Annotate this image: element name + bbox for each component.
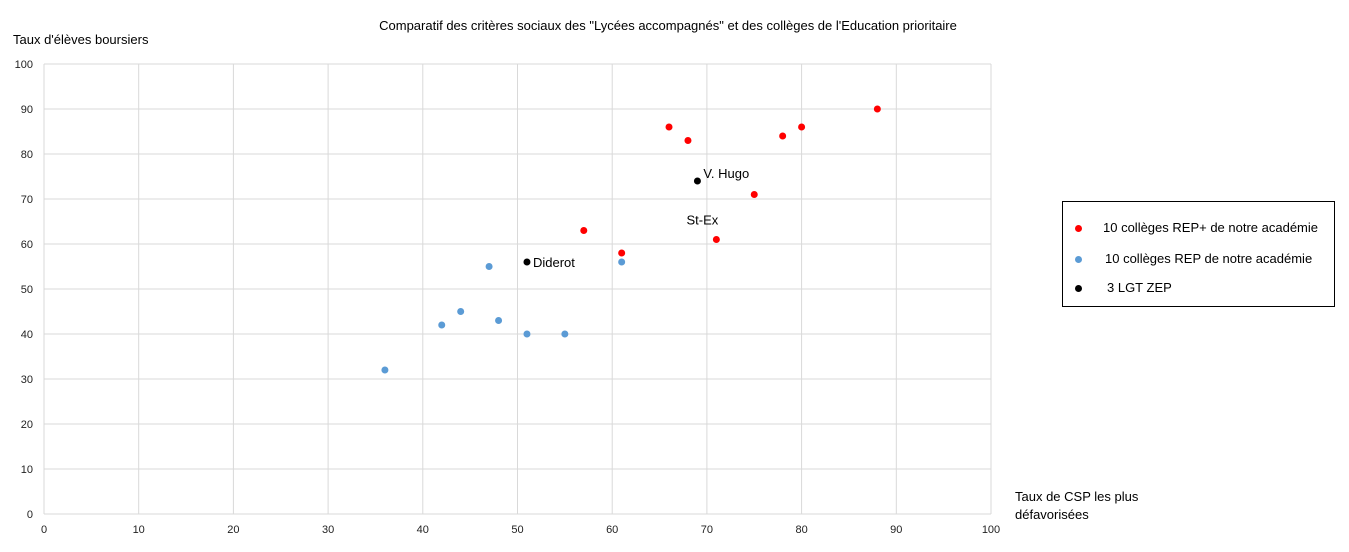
x-axis-label-line-1: Taux de CSP les plus (1015, 489, 1139, 504)
y-tick-label: 70 (21, 194, 33, 206)
legend-label-rep-plus: 10 collèges REP+ de notre académie (1103, 220, 1318, 235)
data-point-series-2 (523, 258, 531, 266)
y-tick-label: 90 (21, 104, 33, 116)
data-point-series-0 (618, 249, 626, 257)
legend-marker-rep (1075, 256, 1082, 263)
data-point-series-0 (750, 191, 758, 198)
data-points (381, 105, 881, 374)
data-point-series-2 (693, 177, 701, 185)
x-tick-label: 70 (701, 524, 713, 536)
data-point-series-0 (580, 227, 588, 234)
x-tick-label: 30 (322, 524, 334, 536)
point-annotation: St-Ex (686, 213, 718, 228)
grid (43, 63, 992, 515)
data-point-series-0 (873, 105, 881, 113)
data-point-series-0 (779, 132, 787, 140)
y-tick-label: 40 (21, 329, 33, 341)
x-tick-label: 100 (982, 524, 1000, 536)
y-tick-label: 100 (15, 59, 33, 71)
legend-marker-lgt-zep (1075, 285, 1082, 292)
x-tick-label: 0 (41, 524, 47, 536)
x-tick-label: 20 (227, 524, 239, 536)
annotations: V. Hugo Diderot St-Ex (533, 166, 749, 270)
y-tick-label: 50 (21, 284, 33, 296)
data-point-series-1 (618, 258, 626, 266)
y-axis-label: Taux d'élèves boursiers (13, 32, 149, 47)
y-tick-label: 60 (21, 239, 33, 251)
x-tick-label: 50 (511, 524, 523, 536)
data-point-series-0 (684, 137, 692, 144)
data-point-series-0 (798, 123, 806, 131)
y-tick-label: 10 (21, 464, 33, 476)
data-point-series-1 (485, 263, 493, 270)
data-point-series-1 (438, 321, 446, 329)
legend: 10 collèges REP+ de notre académie 10 co… (1062, 201, 1335, 307)
data-point-series-1 (495, 317, 503, 324)
data-point-series-1 (523, 330, 531, 338)
x-axis-label-line-2: défavorisées (1015, 507, 1089, 522)
x-tick-label: 60 (606, 524, 618, 536)
legend-marker-rep-plus (1075, 225, 1082, 232)
data-point-series-1 (561, 330, 569, 338)
x-tick-label: 10 (133, 524, 145, 536)
y-tick-label: 0 (27, 509, 33, 521)
x-tick-label: 40 (417, 524, 429, 536)
data-point-series-0 (712, 236, 720, 243)
data-point-series-1 (457, 308, 465, 315)
y-tick-label: 80 (21, 149, 33, 161)
x-tick-label: 90 (890, 524, 902, 536)
chart-title: Comparatif des critères sociaux des "Lyc… (379, 18, 957, 33)
y-tick-label: 20 (21, 419, 33, 431)
point-annotation: V. Hugo (703, 166, 749, 181)
point-annotation: Diderot (533, 255, 575, 270)
legend-label-rep: 10 collèges REP de notre académie (1105, 251, 1313, 266)
data-point-series-0 (665, 123, 673, 131)
legend-label-lgt-zep: 3 LGT ZEP (1107, 280, 1172, 295)
y-tick-label: 30 (21, 374, 33, 386)
tick-labels: 0 10 20 30 40 50 60 70 80 90 100 0 10 20 30 40 50 60 70 80 9… (15, 59, 1001, 536)
data-point-series-1 (381, 366, 389, 374)
x-tick-label: 80 (795, 524, 807, 536)
